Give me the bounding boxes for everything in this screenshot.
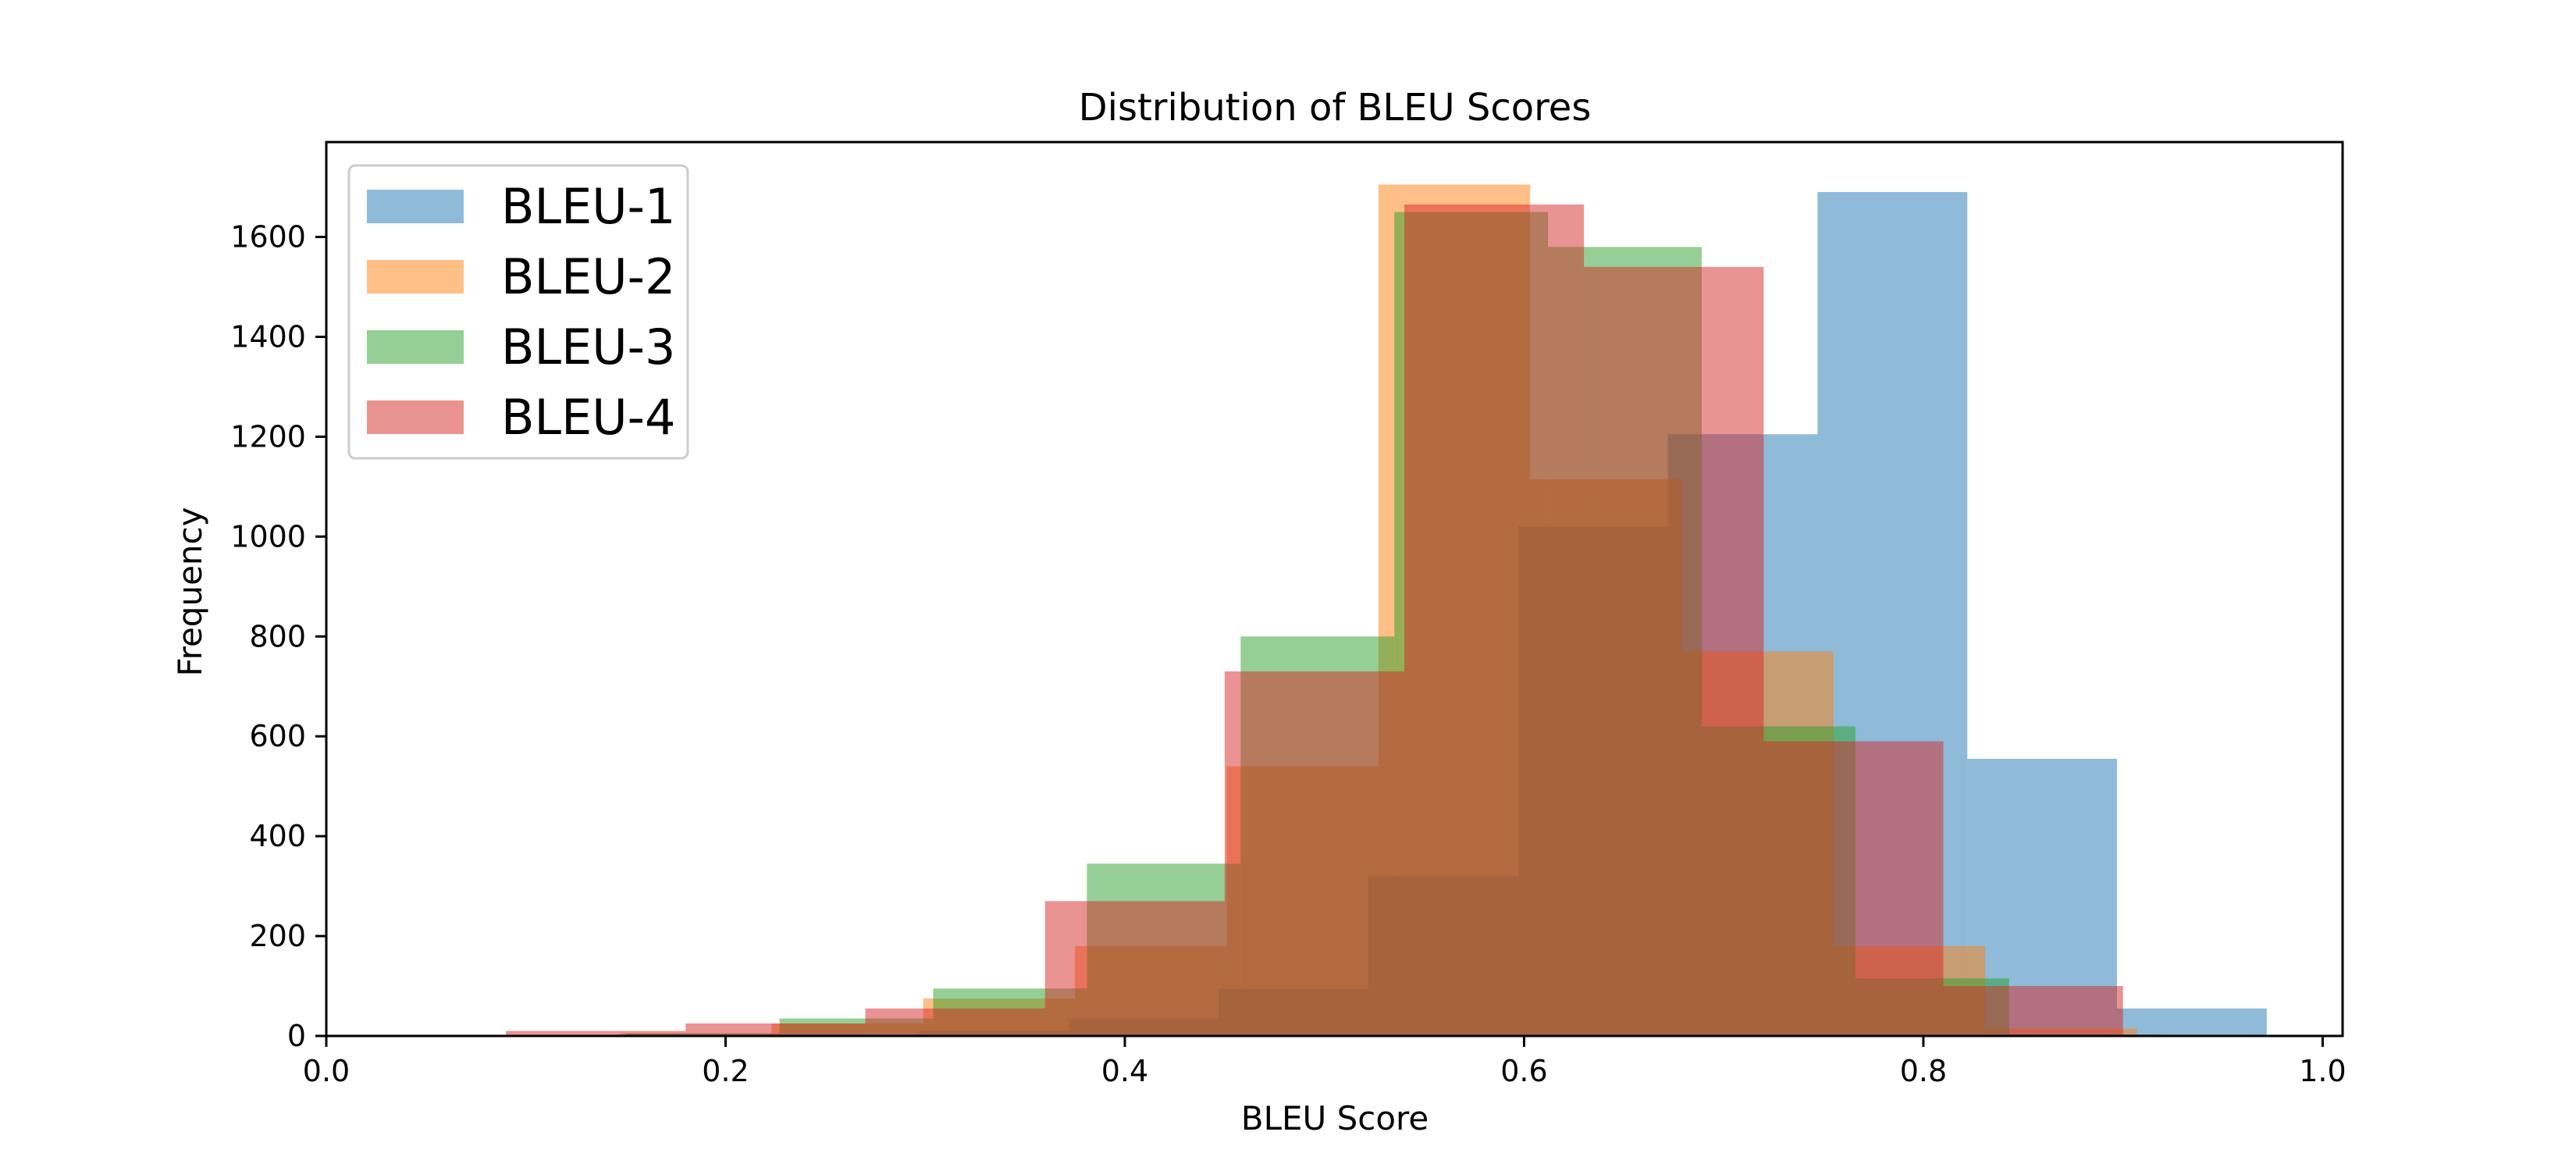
y-tick-label: 0 [287,1019,306,1053]
legend-label-bleu-4: BLEU-4 [501,389,675,446]
x-axis-ticks: 0.0 0.2 0.4 0.6 0.8 1.0 [303,1036,2347,1088]
legend-label-bleu-2: BLEU-2 [501,248,675,305]
legend-swatch-bleu-2 [367,260,464,294]
x-tick-label: 0.8 [1900,1054,1947,1088]
legend: BLEU-1 BLEU-2 BLEU-3 BLEU-4 [347,164,689,460]
bar-bleu-4-0 [506,1030,686,1036]
y-tick-label: 1600 [230,220,306,254]
chart-title: Distribution of BLEU Scores [1079,86,1592,130]
y-tick-label: 1400 [230,319,306,354]
x-tick-label: 1.0 [2299,1054,2346,1088]
legend-label-bleu-1: BLEU-1 [501,178,675,235]
x-tick-label: 0.6 [1500,1054,1547,1088]
y-tick-label: 1000 [230,519,306,553]
y-tick-label: 200 [249,919,306,953]
x-tick-label: 0.2 [702,1054,749,1088]
bar-bleu-4-7 [1763,741,1944,1036]
x-tick-label: 0.0 [303,1054,350,1088]
legend-swatch-bleu-3 [367,330,464,364]
x-axis-title: BLEU Score [1241,1099,1429,1137]
y-tick-label: 600 [249,719,306,753]
legend-swatch-bleu-1 [367,190,464,223]
y-tick-label: 800 [249,619,306,653]
bar-bleu-4-4 [1224,671,1405,1036]
y-axis-title: Frequency [171,507,209,677]
x-tick-label: 0.4 [1101,1054,1148,1088]
bar-bleu-1-9 [2117,1008,2267,1036]
legend-box [347,164,689,460]
y-tick-label: 1200 [230,419,306,454]
histogram-bars [506,184,2267,1037]
bar-bleu-4-1 [685,1023,866,1036]
bar-bleu-4-5 [1404,204,1585,1036]
y-tick-label: 400 [249,819,306,853]
legend-label-bleu-3: BLEU-3 [501,319,675,376]
y-axis-ticks: 0 200 400 600 800 1000 1200 1400 1600 [230,220,326,1053]
bar-bleu-4-3 [1044,901,1225,1036]
bar-bleu-4-6 [1584,266,1764,1036]
legend-swatch-bleu-4 [367,400,464,434]
plot-frame [325,141,2344,1038]
bar-bleu-4-2 [865,1008,1045,1036]
bar-bleu-4-8 [1943,986,2123,1036]
